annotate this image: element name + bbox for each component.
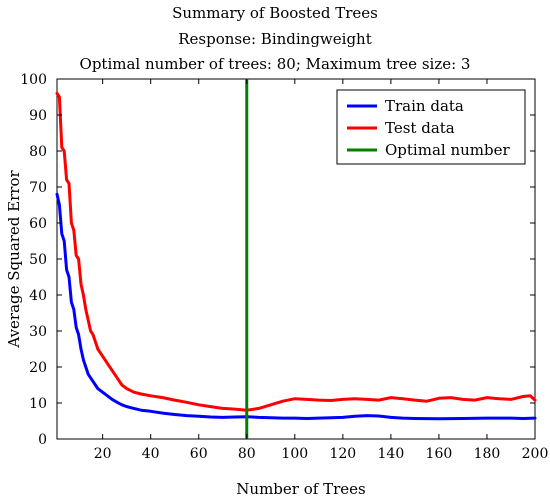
- y-tick-label: 90: [29, 108, 47, 124]
- axis-ticks: 20 40 60 80 100 120 140 160 180 200 0 10 20 30 40 50 60 7…: [20, 72, 548, 462]
- chart-subtitle: Response: Bindingweight: [178, 30, 372, 48]
- x-tick-label: 100: [281, 446, 308, 462]
- series-line-test-data: [55, 91, 537, 412]
- y-tick-label: 80: [29, 144, 47, 160]
- legend-label: Optimal number: [385, 141, 510, 159]
- y-tick-label: 100: [20, 72, 47, 88]
- y-axis-label: Average Squared Error: [5, 170, 23, 349]
- y-tick-label: 60: [29, 216, 47, 232]
- x-tick-label: 80: [238, 446, 256, 462]
- x-tick-label: 180: [474, 446, 501, 462]
- series-line-train-data: [55, 192, 537, 421]
- chart-subtitle-optimal: Optimal number of trees: 80; Maximum tre…: [79, 55, 471, 73]
- y-tick-label: 70: [29, 180, 47, 196]
- y-tick-label: 10: [29, 396, 47, 412]
- x-axis-label: Number of Trees: [236, 480, 365, 498]
- x-tick-label: 160: [426, 446, 453, 462]
- chart-title: Summary of Boosted Trees: [172, 4, 378, 22]
- y-tick-label: 40: [29, 288, 47, 304]
- y-tick-label: 0: [38, 432, 47, 448]
- y-tick-label: 30: [29, 324, 47, 340]
- y-tick-label: 50: [29, 252, 47, 268]
- x-tick-label: 60: [190, 446, 208, 462]
- legend: Train data Test data Optimal number: [336, 89, 526, 165]
- x-tick-label: 200: [522, 446, 549, 462]
- x-tick-label: 140: [378, 446, 405, 462]
- x-tick-label: 20: [94, 446, 112, 462]
- x-tick-label: 40: [142, 446, 160, 462]
- y-tick-label: 20: [29, 360, 47, 376]
- legend-label: Train data: [385, 97, 464, 115]
- legend-label: Test data: [385, 119, 455, 137]
- x-tick-label: 120: [329, 446, 356, 462]
